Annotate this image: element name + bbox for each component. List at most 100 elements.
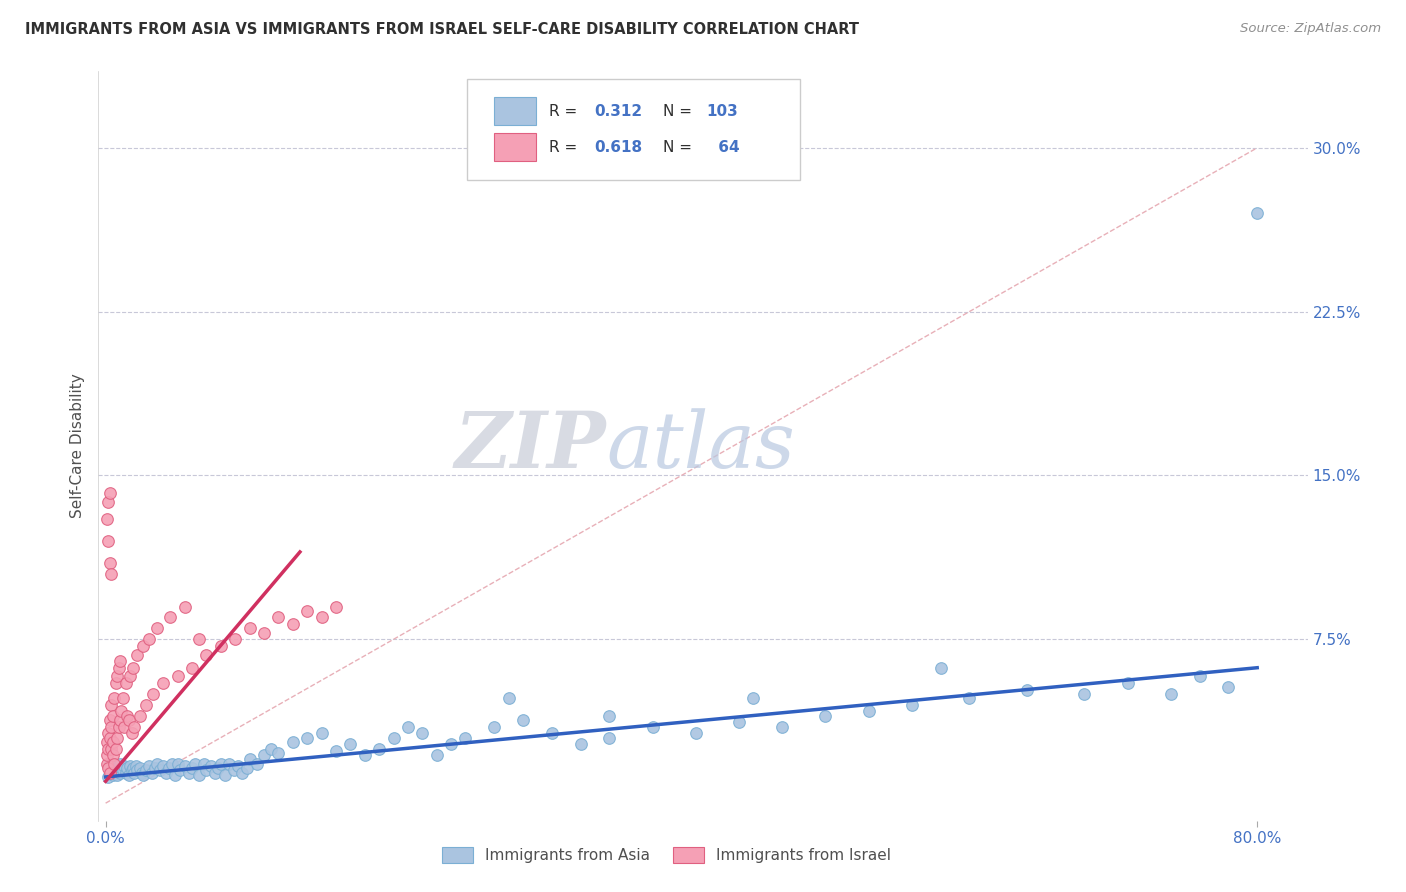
Point <box>129 761 152 775</box>
Point <box>900 698 922 712</box>
Point <box>107 720 129 734</box>
Point <box>339 737 361 751</box>
Point <box>97 494 120 508</box>
Point <box>108 765 131 780</box>
Point <box>184 756 207 771</box>
Point <box>146 756 169 771</box>
Point <box>138 759 160 773</box>
Point <box>325 599 347 614</box>
Point <box>103 691 125 706</box>
Point <box>742 691 765 706</box>
Point <box>107 764 129 778</box>
Point <box>181 761 204 775</box>
Point <box>396 720 419 734</box>
Point <box>127 648 149 662</box>
Point <box>97 534 120 549</box>
Point <box>1073 687 1095 701</box>
Point <box>411 726 433 740</box>
Point <box>281 617 304 632</box>
Point <box>498 691 520 706</box>
Point <box>108 713 131 727</box>
Text: R =: R = <box>550 103 582 119</box>
Point <box>598 731 620 745</box>
Point <box>98 765 121 780</box>
Point <box>143 761 166 775</box>
Point <box>858 705 880 719</box>
Point <box>173 759 195 773</box>
Point <box>101 708 124 723</box>
Point <box>454 731 477 745</box>
Point <box>929 661 952 675</box>
Point <box>120 669 142 683</box>
Point <box>103 756 125 771</box>
Point <box>132 639 155 653</box>
Point <box>218 756 240 771</box>
Point <box>138 632 160 647</box>
Point <box>100 765 122 780</box>
Point <box>97 770 120 784</box>
Point <box>231 765 253 780</box>
Text: R =: R = <box>550 139 582 154</box>
Text: 64: 64 <box>713 139 740 154</box>
Text: 0.312: 0.312 <box>595 103 643 119</box>
Point <box>98 731 121 745</box>
Point <box>169 764 191 778</box>
FancyBboxPatch shape <box>494 97 536 125</box>
Point <box>129 708 152 723</box>
Point <box>512 713 534 727</box>
Point <box>1246 206 1268 220</box>
Point <box>152 676 174 690</box>
FancyBboxPatch shape <box>467 78 800 180</box>
Point <box>1188 669 1211 683</box>
Point <box>353 748 375 763</box>
Point <box>105 768 128 782</box>
Point <box>159 610 181 624</box>
Point <box>146 621 169 635</box>
Point <box>96 748 118 763</box>
Point <box>101 768 124 782</box>
Point <box>188 632 211 647</box>
Text: Source: ZipAtlas.com: Source: ZipAtlas.com <box>1240 22 1381 36</box>
Point <box>100 759 122 773</box>
Point <box>222 764 245 778</box>
Text: N =: N = <box>664 103 697 119</box>
Point <box>111 764 134 778</box>
Point <box>132 768 155 782</box>
Point <box>200 759 222 773</box>
Point <box>166 756 188 771</box>
Point <box>111 691 134 706</box>
Point <box>311 610 333 624</box>
Point <box>101 748 124 763</box>
Point <box>107 661 129 675</box>
Point <box>149 764 172 778</box>
Point <box>127 764 149 778</box>
Point <box>96 512 118 526</box>
Point <box>253 625 276 640</box>
Point <box>195 764 218 778</box>
Point <box>100 720 122 734</box>
Point <box>98 713 121 727</box>
Text: 0.618: 0.618 <box>595 139 643 154</box>
Point <box>108 756 131 771</box>
Point <box>115 708 138 723</box>
Point <box>105 669 128 683</box>
Point <box>114 765 136 780</box>
Point <box>100 566 122 581</box>
Point <box>295 731 318 745</box>
Point <box>166 669 188 683</box>
Point <box>112 720 135 734</box>
Point <box>163 768 186 782</box>
Point <box>115 761 138 775</box>
Point <box>160 756 183 771</box>
Point <box>1015 682 1038 697</box>
Point <box>440 737 463 751</box>
Point <box>325 744 347 758</box>
Point <box>295 604 318 618</box>
Point <box>104 765 127 780</box>
Point <box>540 726 562 740</box>
Point <box>101 735 124 749</box>
Point <box>110 761 132 775</box>
Point <box>267 746 290 760</box>
Point <box>141 765 163 780</box>
Point <box>188 768 211 782</box>
